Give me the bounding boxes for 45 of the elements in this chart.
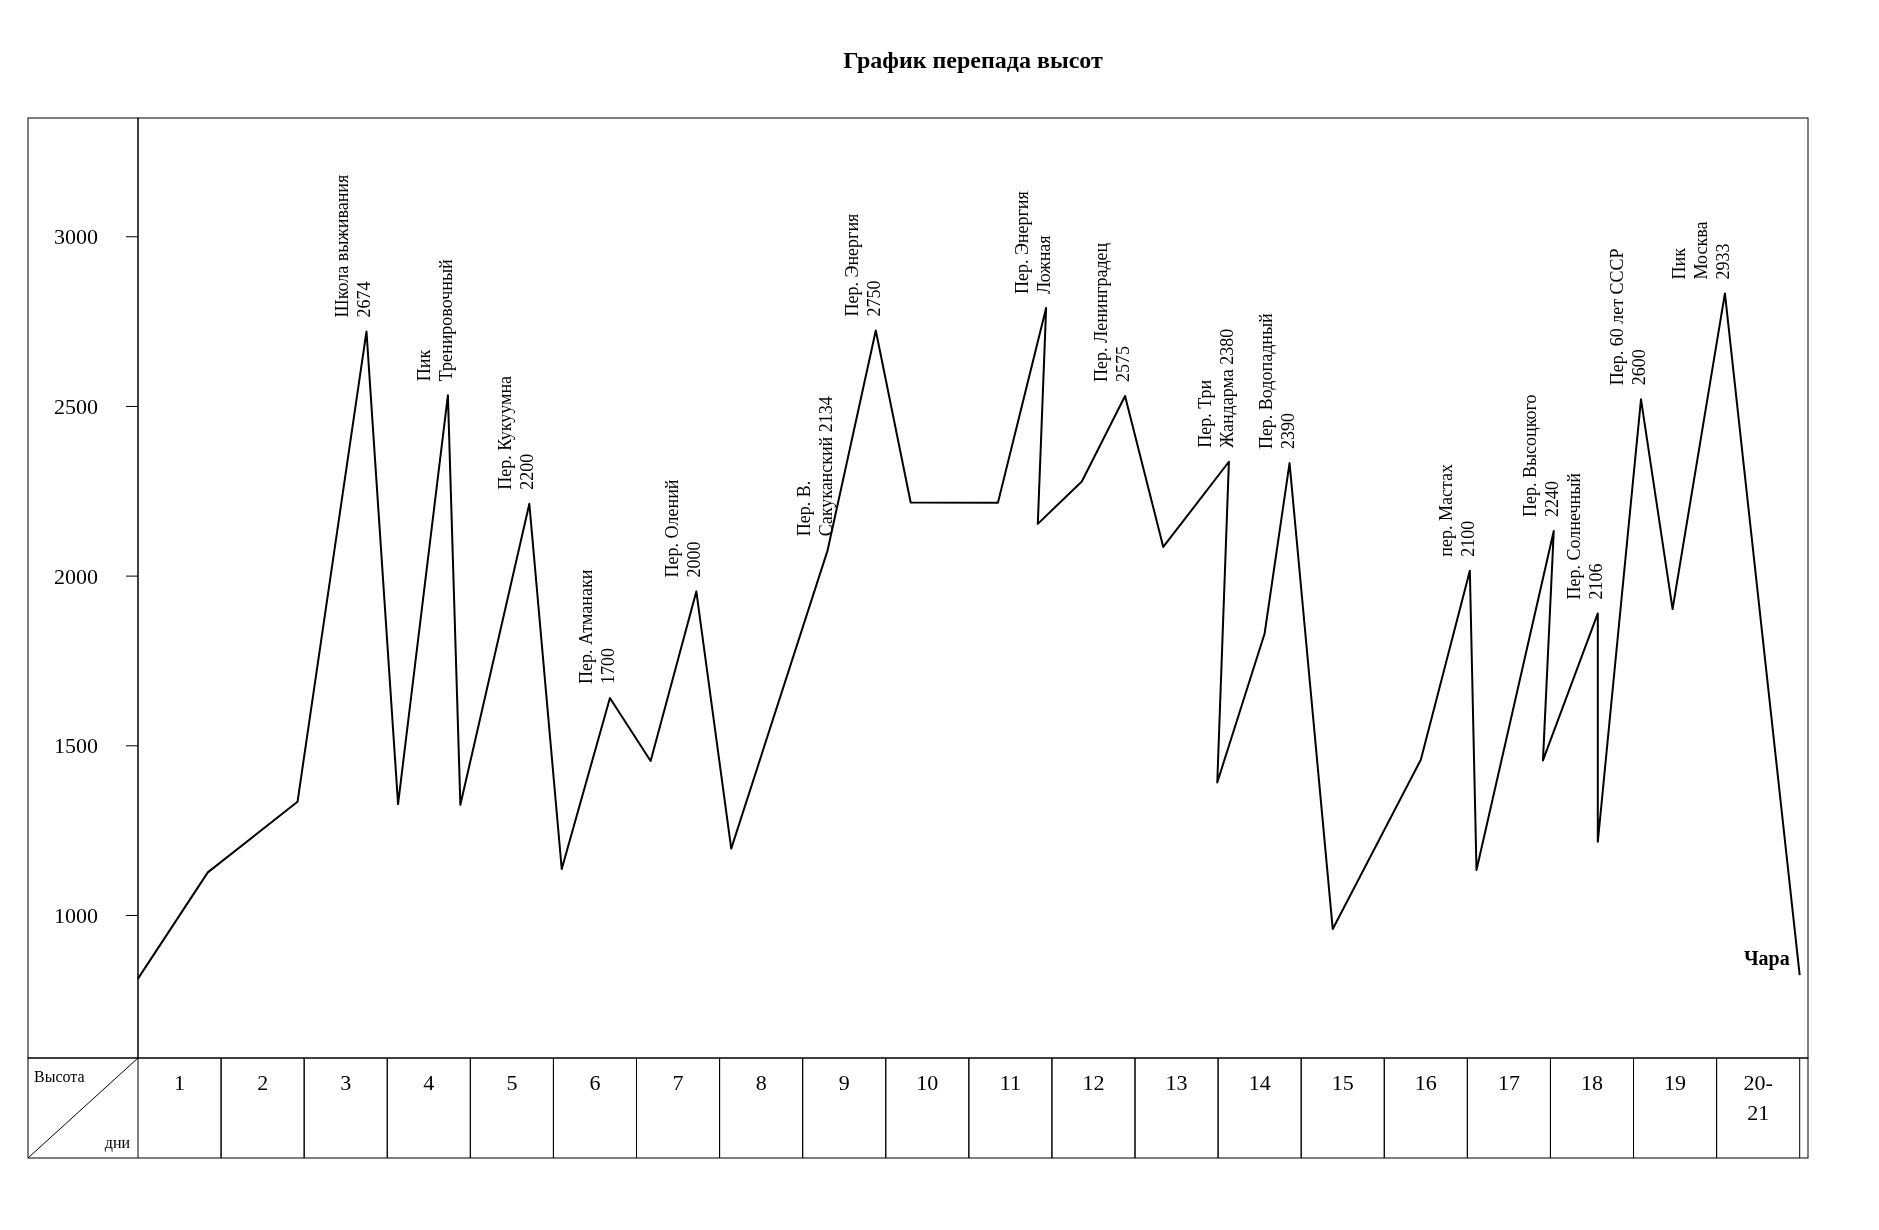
annotation: Пик Тренировочный bbox=[413, 259, 456, 382]
x-tick-label: 18 bbox=[1580, 1070, 1603, 1095]
annotation: Пер. Высоцкого 2240 bbox=[1519, 394, 1562, 517]
x-tick-label: 5 bbox=[506, 1070, 518, 1095]
x-tick-label: 13 bbox=[1165, 1070, 1188, 1095]
chart-title: График перепада высот bbox=[843, 47, 1104, 73]
annotation: Школа выживания 2674 bbox=[332, 174, 375, 318]
y-tick-label: 1000 bbox=[54, 903, 98, 929]
x-tick-label: 15 bbox=[1331, 1070, 1354, 1095]
annotation: Пер. Водопадный 2390 bbox=[1255, 312, 1298, 450]
x-tick-label: 10 bbox=[916, 1070, 939, 1095]
y-tick-label: 2000 bbox=[54, 563, 98, 589]
x-tick-label: 7 bbox=[672, 1070, 684, 1095]
annotation: Пер. Кукуумна 2200 bbox=[495, 375, 538, 490]
x-tick-label: 6 bbox=[589, 1070, 601, 1095]
annotation: Пер. Энергия Ложная bbox=[1012, 191, 1055, 295]
x-tick-label: 11 bbox=[999, 1070, 1021, 1095]
annotation: Пер. Олений 2000 bbox=[662, 479, 705, 578]
annotation: Пер. Энергия 2750 bbox=[841, 213, 884, 317]
x-tick-label: 8 bbox=[755, 1070, 767, 1095]
annotation: Чара bbox=[1743, 947, 1790, 971]
annotation: Пик Москва 2933 bbox=[1668, 221, 1733, 280]
x-tick-label: 2 bbox=[257, 1070, 269, 1095]
y-axis-title: Высота bbox=[34, 1068, 85, 1085]
x-tick-label: 4 bbox=[423, 1070, 435, 1095]
y-tick-label: 2500 bbox=[54, 394, 98, 420]
annotation: Пер. Три Жандарма 2380 bbox=[1194, 328, 1237, 448]
annotation: Пер. Атманаки 1700 bbox=[575, 569, 618, 684]
annotation: Пер. 60 лет СССР 2600 bbox=[1607, 248, 1649, 386]
x-tick-label: 14 bbox=[1248, 1070, 1271, 1095]
x-tick-label: 3 bbox=[340, 1070, 352, 1095]
x-tick-label: 1 bbox=[174, 1070, 186, 1095]
annotation: пер. Мастах 2100 bbox=[1435, 464, 1478, 557]
annotation: Пер. В. Сакуканский 2134 bbox=[793, 396, 836, 537]
x-tick-label: 17 bbox=[1497, 1070, 1520, 1095]
x-axis-title: дни bbox=[104, 1134, 131, 1152]
x-tick-label: 19 bbox=[1664, 1070, 1687, 1095]
x-tick-label: 12 bbox=[1082, 1070, 1105, 1095]
x-tick-label: 16 bbox=[1414, 1070, 1437, 1095]
x-tick-label: 9 bbox=[838, 1070, 850, 1095]
annotation: Пер. Ленинградец 2575 bbox=[1091, 242, 1134, 382]
y-tick-label: 3000 bbox=[54, 224, 98, 250]
annotation: Пер. Солнечный 2106 bbox=[1563, 472, 1606, 600]
x-tick-label: 20-21 bbox=[1743, 1070, 1773, 1125]
y-tick-label: 1500 bbox=[54, 733, 98, 759]
